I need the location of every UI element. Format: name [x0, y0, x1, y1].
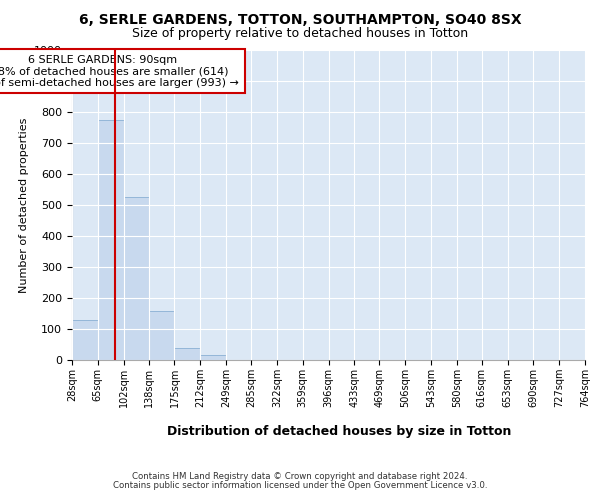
Bar — [200, 356, 226, 360]
Bar — [175, 348, 200, 360]
Text: 6 SERLE GARDENS: 90sqm
← 38% of detached houses are smaller (614)
61% of semi-de: 6 SERLE GARDENS: 90sqm ← 38% of detached… — [0, 54, 239, 88]
Text: Contains public sector information licensed under the Open Government Licence v3: Contains public sector information licen… — [113, 481, 487, 490]
Text: Distribution of detached houses by size in Totton: Distribution of detached houses by size … — [167, 424, 511, 438]
Y-axis label: Number of detached properties: Number of detached properties — [19, 118, 29, 292]
Bar — [72, 320, 98, 360]
Bar — [149, 312, 175, 360]
Text: 6, SERLE GARDENS, TOTTON, SOUTHAMPTON, SO40 8SX: 6, SERLE GARDENS, TOTTON, SOUTHAMPTON, S… — [79, 12, 521, 26]
Bar — [124, 197, 149, 360]
Text: Contains HM Land Registry data © Crown copyright and database right 2024.: Contains HM Land Registry data © Crown c… — [132, 472, 468, 481]
Bar — [98, 120, 124, 360]
Text: Size of property relative to detached houses in Totton: Size of property relative to detached ho… — [132, 28, 468, 40]
